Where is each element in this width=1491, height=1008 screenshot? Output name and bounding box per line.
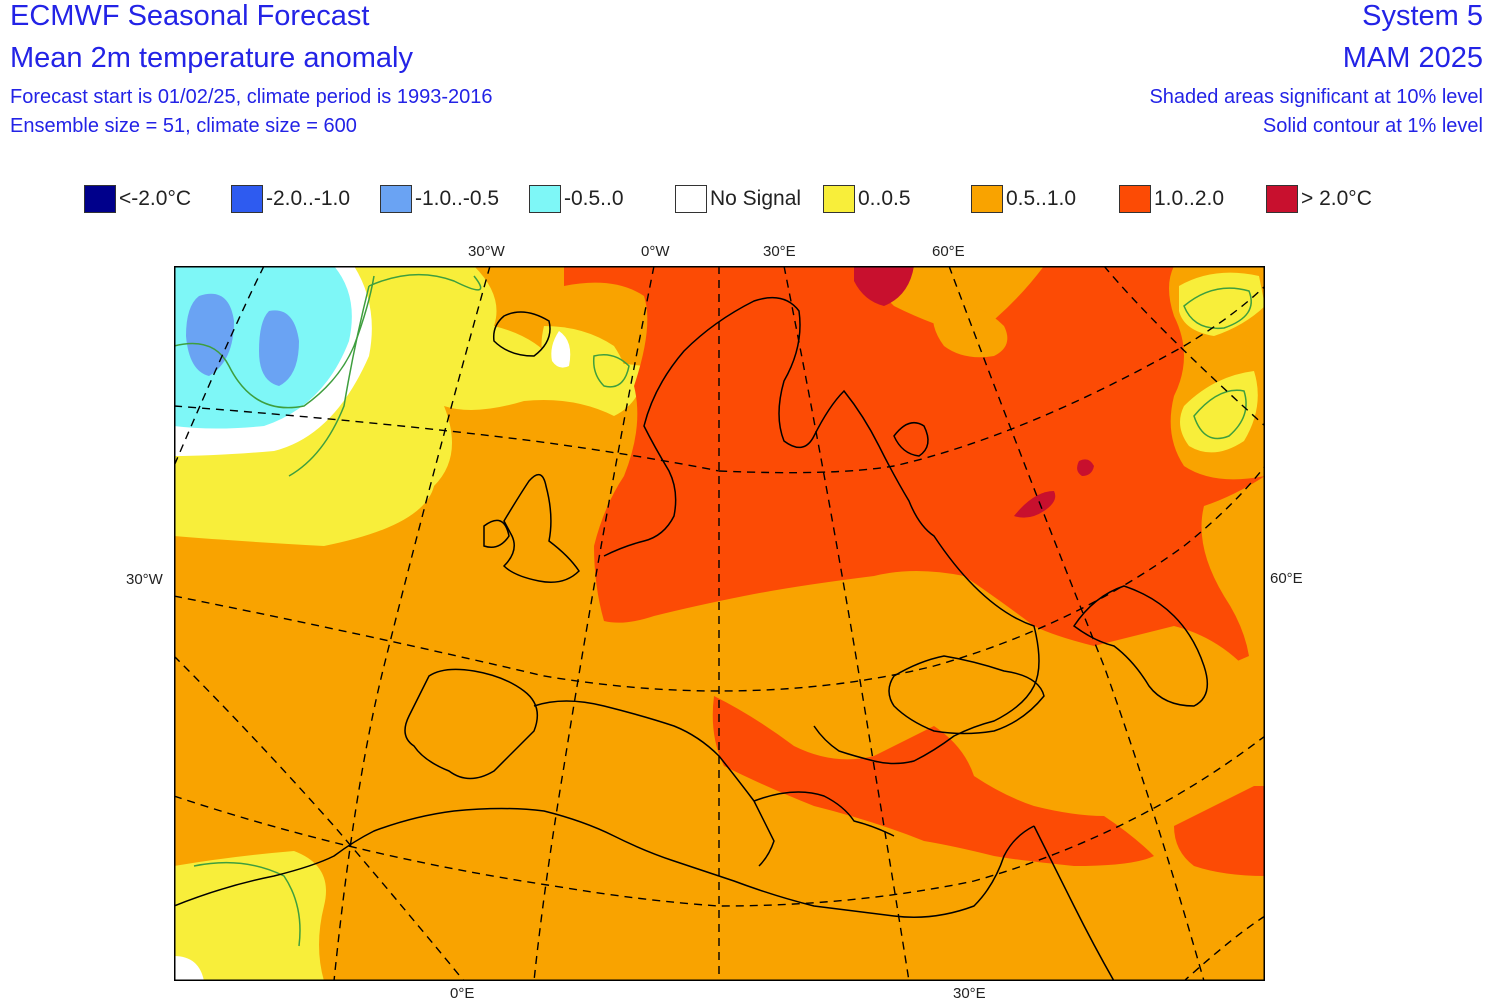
significance-contour xyxy=(592,354,630,388)
ensemble-size-text: Ensemble size = 51, climate size = 600 xyxy=(10,115,357,137)
lat-label-right-60e: 60°E xyxy=(1270,570,1303,587)
lon-label-top-30w: 30°W xyxy=(468,243,505,260)
anomaly-region-darkred-russia xyxy=(1077,459,1094,476)
legend: <-2.0°C -2.0..-1.0 -1.0..-0.5 -0.5..0 No Sig… xyxy=(84,183,1404,215)
anomaly-region-no-signal-small xyxy=(551,331,571,368)
legend-label: 0.5..1.0 xyxy=(1006,187,1077,210)
anomaly-region-red-south xyxy=(712,696,1154,866)
lon-label-bottom-30e: 30°E xyxy=(953,985,986,1002)
significance-contour xyxy=(288,285,370,477)
legend-item: -0.5..0 xyxy=(529,183,624,215)
page-title: ECMWF Seasonal Forecast xyxy=(10,0,370,32)
coastline xyxy=(1072,585,1209,707)
lon-label-bottom-0e: 0°E xyxy=(450,985,475,1002)
legend-label: -2.0..-1.0 xyxy=(266,187,351,210)
graticule xyxy=(174,266,1265,981)
anomaly-region-yellow-east xyxy=(1179,272,1265,336)
legend-label: -0.5..0 xyxy=(564,187,624,210)
coastline xyxy=(502,473,580,583)
legend-label: <-2.0°C xyxy=(119,187,192,210)
legend-item: 0.5..1.0 xyxy=(971,183,1076,215)
legend-swatch xyxy=(380,185,412,213)
lat-label-left-30w: 30°W xyxy=(126,571,163,588)
coastline xyxy=(893,421,929,457)
legend-swatch xyxy=(529,185,561,213)
anomaly-region-darkred-north xyxy=(854,266,914,306)
contour-note: Solid contour at 1% level xyxy=(1262,115,1483,137)
significance-contour xyxy=(174,275,375,409)
anomaly-map xyxy=(174,266,1265,981)
page-subtitle: Mean 2m temperature anomaly xyxy=(10,42,413,74)
anomaly-region-light-blue-2 xyxy=(259,310,299,386)
legend-label: -1.0..-0.5 xyxy=(415,187,500,210)
anomaly-region-red-main xyxy=(564,266,1265,686)
legend-item: 1.0..2.0 xyxy=(1119,183,1224,215)
legend-item: -2.0..-1.0 xyxy=(231,183,350,215)
coastline xyxy=(492,311,551,357)
legend-label: 0..0.5 xyxy=(858,187,911,210)
significance-note: Shaded areas significant at 10% level xyxy=(1149,86,1483,108)
legend-label: > 2.0°C xyxy=(1301,187,1372,210)
forecast-start-text: Forecast start is 01/02/25, climate peri… xyxy=(10,86,493,108)
lon-label-top-0w: 0°W xyxy=(641,243,670,260)
legend-item: No Signal xyxy=(675,183,801,215)
legend-label: No Signal xyxy=(710,187,802,210)
anomaly-region-no-signal-corner xyxy=(174,956,204,981)
lon-label-top-60e: 60°E xyxy=(932,243,965,260)
anomaly-region-red-east xyxy=(1174,786,1265,876)
legend-swatch xyxy=(823,185,855,213)
anomaly-region-yellow-east-2 xyxy=(1180,371,1258,453)
legend-swatch xyxy=(675,185,707,213)
significance-contour xyxy=(1193,389,1247,440)
legend-swatch xyxy=(231,185,263,213)
coastline xyxy=(753,791,895,837)
legend-swatch xyxy=(1119,185,1151,213)
legend-label: 1.0..2.0 xyxy=(1154,187,1225,210)
anomaly-region-yellow-southwest xyxy=(174,851,326,981)
legend-item: 0..0.5 xyxy=(823,183,911,215)
legend-item: > 2.0°C xyxy=(1266,183,1372,215)
anomaly-region-orange-finland xyxy=(932,303,1008,358)
significance-contour xyxy=(193,861,301,947)
legend-swatch xyxy=(1266,185,1298,213)
significance-contour xyxy=(368,273,482,291)
coastline xyxy=(533,700,775,867)
legend-swatch xyxy=(84,185,116,213)
legend-item: <-2.0°C xyxy=(84,183,191,215)
lon-label-top-30e: 30°E xyxy=(763,243,796,260)
coastline xyxy=(888,655,1045,735)
map-frame xyxy=(174,266,1265,981)
season-label: MAM 2025 xyxy=(1342,42,1483,74)
coastline xyxy=(603,296,1040,765)
system-label: System 5 xyxy=(1362,0,1483,32)
coastline xyxy=(174,807,1035,918)
coastline xyxy=(483,519,510,548)
coastline xyxy=(404,668,539,780)
legend-swatch xyxy=(971,185,1003,213)
significance-contour xyxy=(1183,287,1252,330)
legend-item: -1.0..-0.5 xyxy=(380,183,499,215)
anomaly-region-darkred-russia-2 xyxy=(1014,491,1056,518)
coastline xyxy=(1033,825,1115,981)
